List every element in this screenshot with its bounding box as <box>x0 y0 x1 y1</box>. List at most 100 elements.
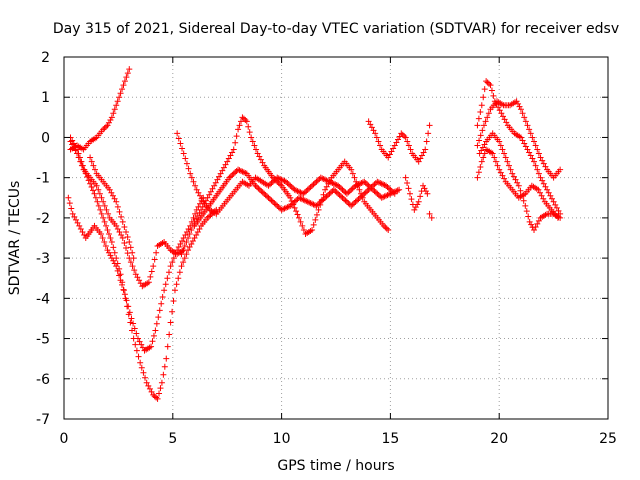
data-point <box>262 192 269 199</box>
data-point <box>417 155 424 162</box>
data-point <box>420 149 427 156</box>
data-point <box>193 186 200 193</box>
y-tick-label: -3 <box>36 251 50 267</box>
y-tick-label: -4 <box>36 291 50 307</box>
data-point <box>161 287 168 294</box>
data-point <box>207 188 214 195</box>
data-point <box>368 184 375 191</box>
data-point <box>232 139 239 146</box>
data-point <box>277 181 284 188</box>
data-point <box>516 103 523 110</box>
data-point <box>349 170 356 177</box>
data-point <box>170 255 177 262</box>
data-point <box>287 202 294 209</box>
data-point <box>130 255 137 262</box>
data-point <box>148 268 155 275</box>
data-point <box>532 223 539 230</box>
data-point <box>537 174 544 181</box>
data-point <box>343 198 350 205</box>
data-point <box>237 118 244 125</box>
data-point <box>525 213 532 220</box>
data-point <box>230 170 237 177</box>
data-point <box>185 165 192 172</box>
data-point <box>131 325 138 332</box>
data-point <box>405 142 412 149</box>
data-point <box>103 206 110 213</box>
data-point <box>188 241 195 248</box>
data-point <box>242 117 249 124</box>
data-point <box>481 141 488 148</box>
data-point <box>418 152 425 159</box>
data-point <box>186 230 193 237</box>
data-point <box>358 193 365 200</box>
data-point <box>519 137 526 144</box>
data-point <box>154 395 161 402</box>
data-point <box>311 202 318 209</box>
data-point <box>227 173 234 180</box>
data-point <box>355 196 362 203</box>
data-point <box>531 138 538 145</box>
data-point <box>291 198 298 205</box>
data-point <box>148 388 155 395</box>
data-point <box>374 178 381 185</box>
data-point <box>259 159 266 166</box>
data-point <box>495 104 502 111</box>
data-point <box>69 137 76 144</box>
data-point <box>113 102 120 109</box>
data-point <box>477 108 484 115</box>
data-point <box>309 226 316 233</box>
data-point <box>195 189 202 196</box>
data-point <box>227 152 234 159</box>
data-point <box>367 121 374 128</box>
data-point <box>87 180 94 187</box>
data-point <box>340 196 347 203</box>
data-point <box>180 259 187 266</box>
data-point <box>209 185 216 192</box>
data-point <box>175 135 182 142</box>
data-point <box>498 110 505 117</box>
data-point <box>532 142 539 149</box>
data-point <box>309 200 316 207</box>
data-point <box>158 379 165 386</box>
data-point <box>423 138 430 145</box>
data-point <box>134 335 141 342</box>
data-point <box>150 263 157 270</box>
data-point <box>398 130 405 137</box>
data-point <box>107 235 114 241</box>
data-point <box>528 221 535 228</box>
data-point <box>117 271 124 278</box>
data-point <box>287 194 294 201</box>
data-point <box>76 222 83 229</box>
data-point <box>193 231 200 238</box>
data-point <box>338 193 345 200</box>
data-point <box>198 195 205 202</box>
data-point <box>336 184 343 191</box>
data-point <box>235 166 242 173</box>
data-point <box>484 114 491 121</box>
data-point <box>362 189 369 196</box>
data-point <box>179 145 186 152</box>
data-point <box>475 115 482 122</box>
data-point <box>527 152 534 159</box>
data-point <box>206 191 213 198</box>
data-point <box>320 196 327 203</box>
data-point <box>140 369 147 376</box>
data-point <box>198 206 205 213</box>
data-point <box>481 150 488 157</box>
data-point <box>256 186 263 193</box>
data-point <box>537 154 544 161</box>
data-point <box>158 300 165 307</box>
data-point <box>157 385 164 392</box>
data-point <box>519 192 526 199</box>
data-point <box>529 134 536 141</box>
data-point <box>101 125 108 132</box>
y-tick-label: -7 <box>36 412 50 428</box>
data-point <box>185 225 192 232</box>
data-point <box>116 228 123 235</box>
data-point <box>108 239 115 246</box>
data-point <box>107 252 114 259</box>
data-point <box>255 185 262 192</box>
data-point <box>160 371 167 378</box>
data-point <box>303 198 310 205</box>
data-point <box>106 186 113 193</box>
